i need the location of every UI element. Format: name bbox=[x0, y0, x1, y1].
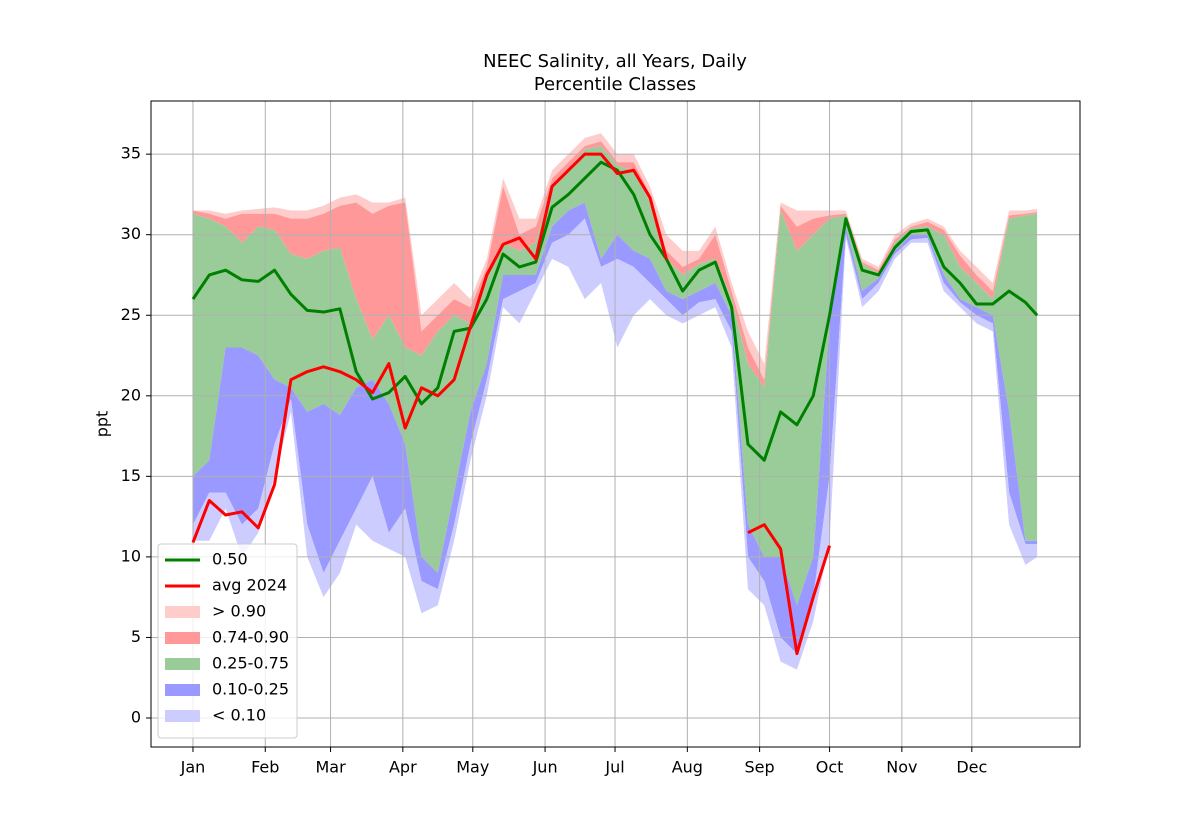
y-tick-label: 0 bbox=[131, 708, 141, 727]
percentile-band bbox=[192, 146, 1038, 606]
chart-subtitle: Percentile Classes bbox=[534, 74, 696, 95]
y-axis-label: ppt bbox=[93, 411, 112, 438]
x-tick-label: Oct bbox=[816, 758, 844, 777]
legend-label: 0.25-0.75 bbox=[212, 654, 289, 673]
legend-swatch bbox=[165, 710, 200, 722]
x-tick-label: Sep bbox=[745, 758, 775, 777]
x-tick-label: May bbox=[456, 758, 489, 777]
legend-swatch bbox=[165, 606, 200, 618]
y-tick-label: 15 bbox=[121, 466, 141, 485]
percentile-band bbox=[192, 202, 1038, 654]
legend-label: 0.74-0.90 bbox=[212, 628, 289, 647]
legend-label: avg 2024 bbox=[212, 576, 287, 595]
x-tick-label: Jun bbox=[532, 758, 558, 777]
y-tick-label: 30 bbox=[121, 224, 141, 243]
legend-swatch bbox=[165, 632, 200, 644]
legend-label: > 0.90 bbox=[212, 602, 266, 621]
x-tick-label: Dec bbox=[956, 758, 987, 777]
chart-title: NEEC Salinity, all Years, Daily bbox=[483, 51, 747, 72]
line-series bbox=[191, 152, 831, 656]
legend-label: 0.10-0.25 bbox=[212, 680, 289, 699]
x-tick-label: Apr bbox=[389, 758, 417, 777]
y-tick-label: 5 bbox=[131, 627, 141, 646]
x-tick-label: Feb bbox=[251, 758, 279, 777]
y-tick-label: 25 bbox=[121, 305, 141, 324]
percentile-band bbox=[192, 141, 1038, 388]
legend-swatch bbox=[165, 658, 200, 670]
y-tick-label: 10 bbox=[121, 546, 141, 565]
legend-label: < 0.10 bbox=[212, 706, 266, 725]
legend-label: 0.50 bbox=[212, 550, 248, 569]
y-tick-label: 20 bbox=[121, 385, 141, 404]
x-tick-label: Aug bbox=[672, 758, 703, 777]
x-tick-label: Mar bbox=[315, 758, 346, 777]
x-tick-label: Jan bbox=[180, 758, 206, 777]
x-tick-label: Jul bbox=[604, 758, 624, 777]
y-tick-label: 35 bbox=[121, 144, 141, 163]
x-tick-label: Nov bbox=[886, 758, 917, 777]
line-series bbox=[191, 160, 1039, 462]
legend-swatch bbox=[165, 684, 200, 696]
legend: 0.50 avg 2024 > 0.90 0.74-0.90 0.25-0.75 0.10… bbox=[157, 543, 298, 739]
